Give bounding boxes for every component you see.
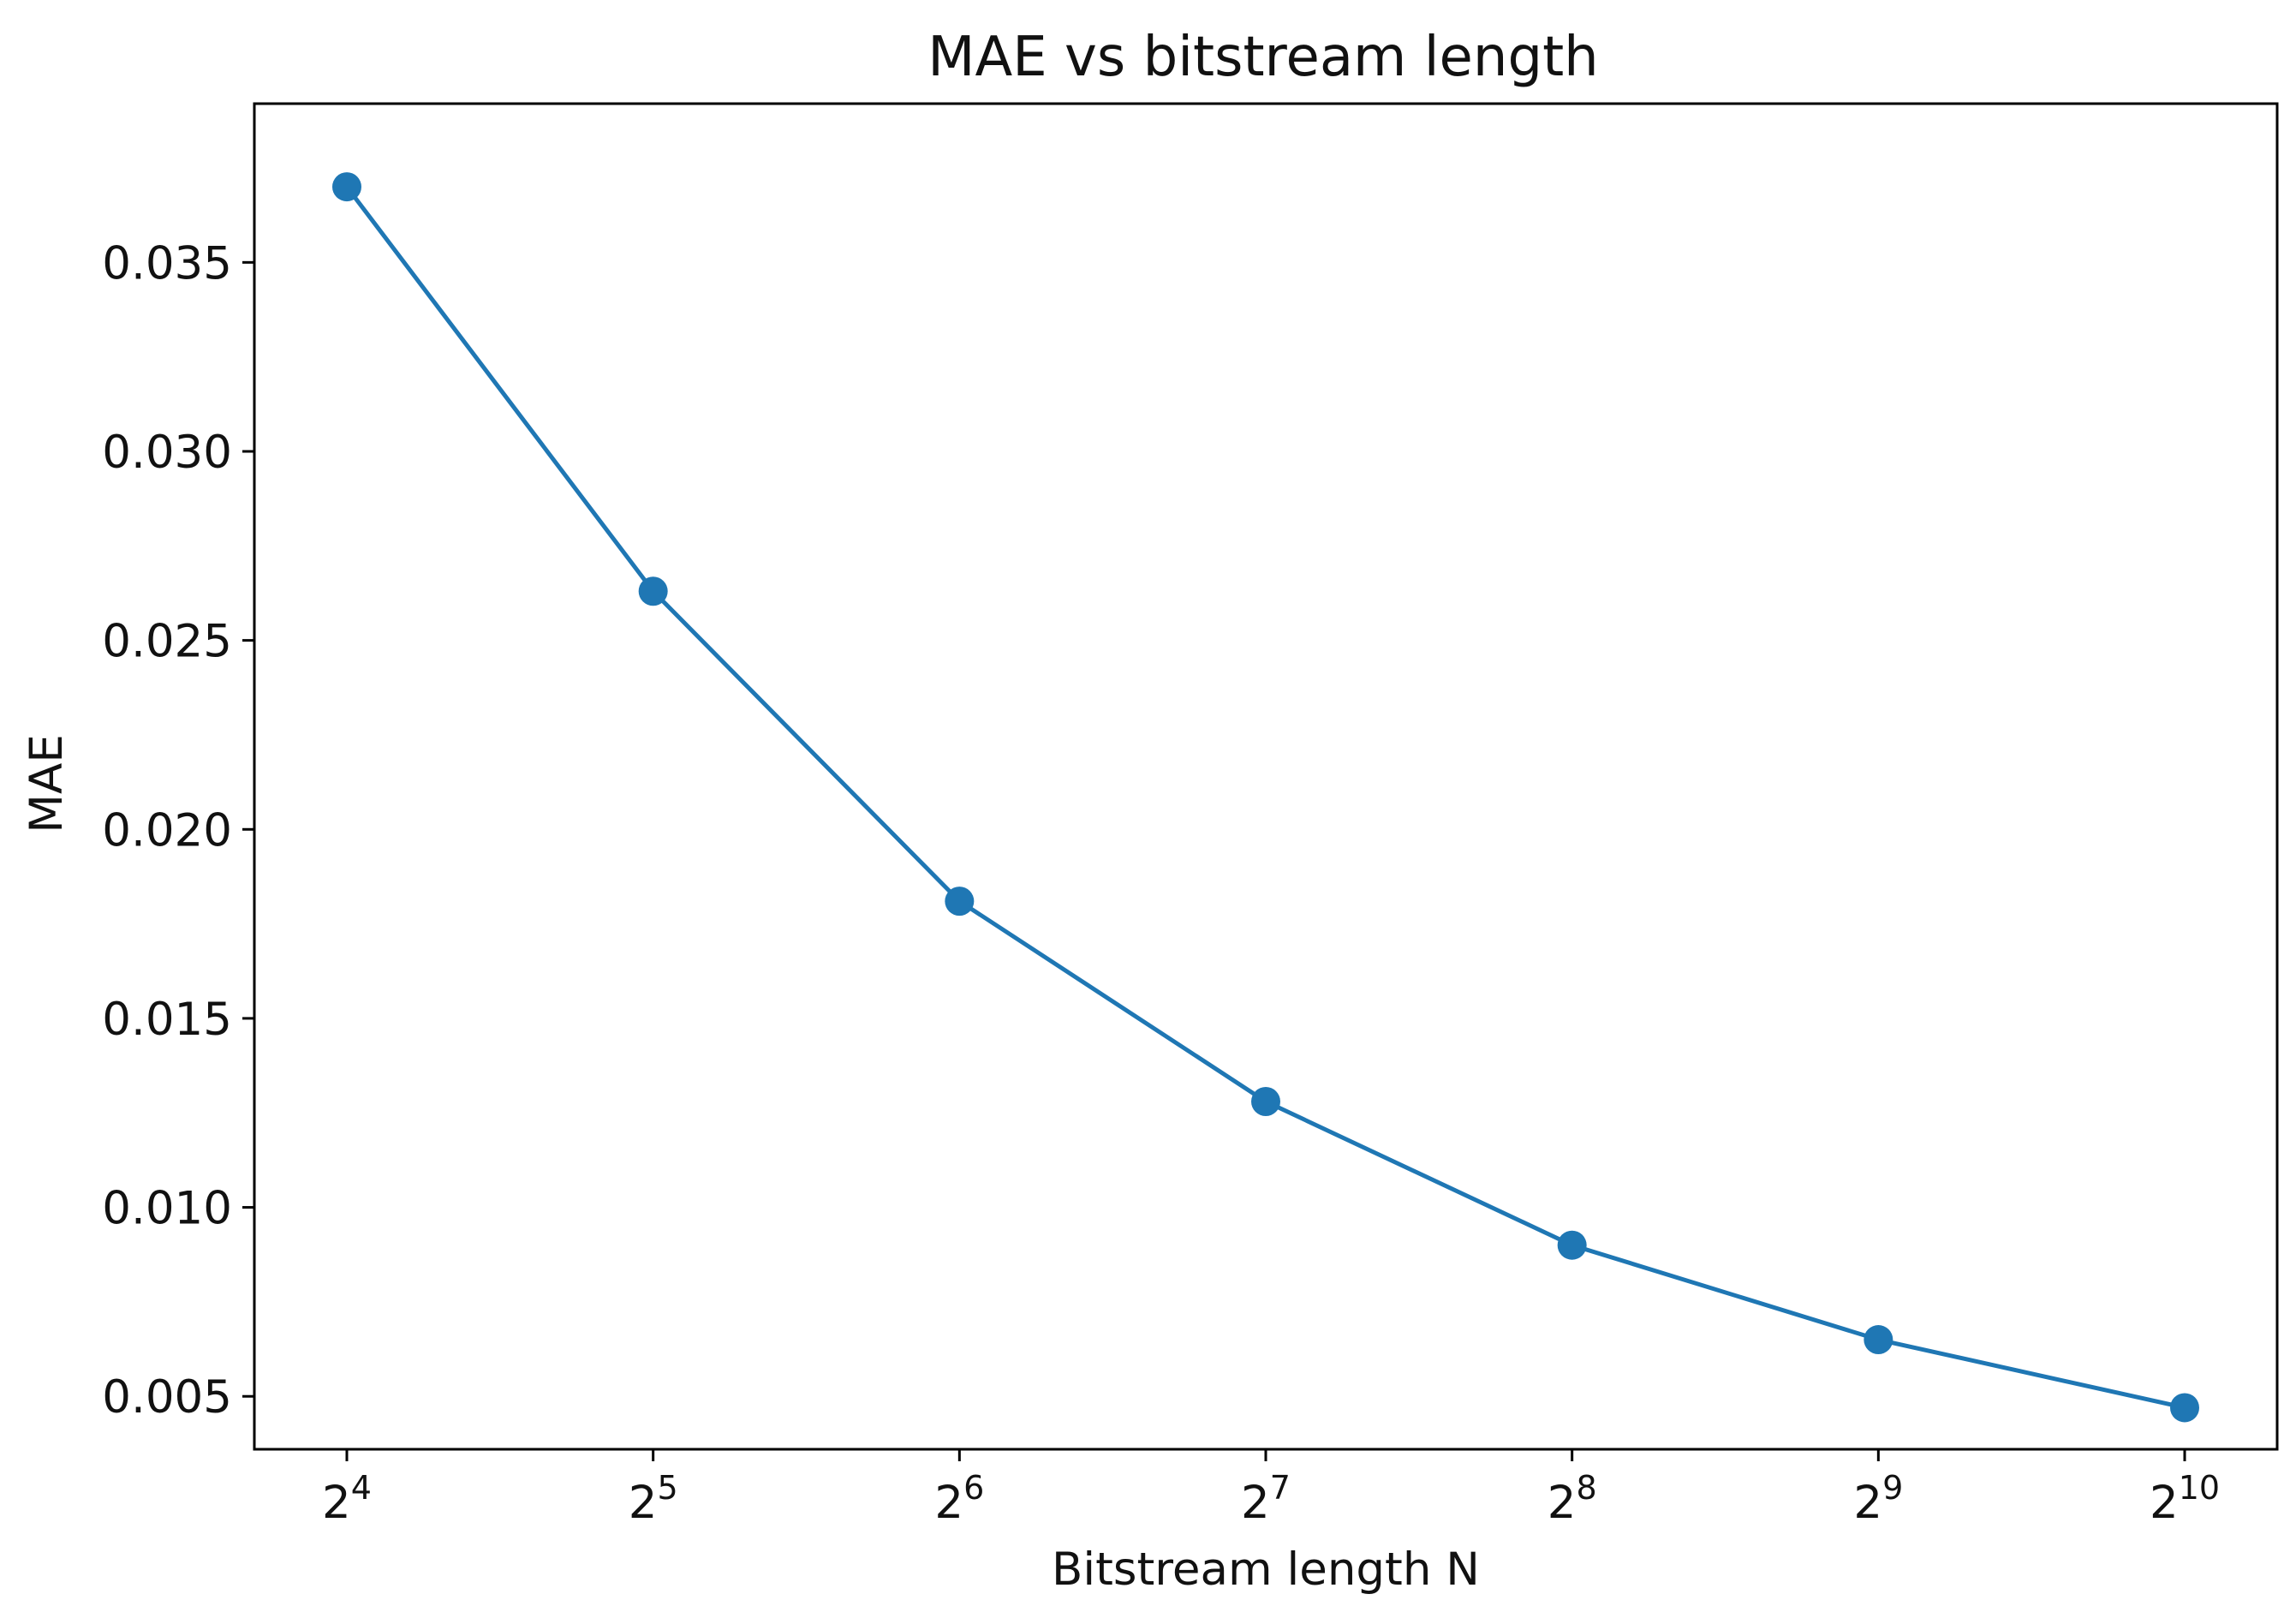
x-tick-label-exponent: 6 [963,1469,984,1507]
x-tick-label-exponent: 4 [351,1469,372,1507]
x-tick-label: 26 [934,1469,984,1529]
data-point [1251,1087,1280,1117]
y-axis: 0.005 0.010 0.015 0.020 0.025 0.030 0.035 [102,237,254,1424]
x-tick-label-exponent: 8 [1576,1469,1596,1507]
x-tick-label-exponent: 5 [657,1469,677,1507]
y-tick-label: 0.020 [102,804,232,857]
x-tick-label: 25 [629,1469,678,1529]
x-tick-label-base: 2 [1853,1477,1882,1529]
y-tick-label: 0.025 [102,616,232,668]
y-tick-label: 0.015 [102,994,232,1046]
x-tick-label-base: 2 [629,1477,658,1529]
x-tick-label-exponent: 9 [1882,1469,1903,1507]
y-tick-label: 0.035 [102,237,232,290]
x-tick-label: 29 [1853,1469,1903,1529]
y-tick-label: 0.010 [102,1183,232,1235]
y-tick-label: 0.030 [102,427,232,479]
series-mae [332,172,2199,1423]
x-tick-label: 28 [1548,1469,1597,1529]
x-tick-label-exponent: 7 [1270,1469,1291,1507]
x-tick-label-base: 2 [1548,1477,1577,1529]
x-tick-label-base: 2 [322,1477,351,1529]
x-tick-label-base: 2 [1241,1477,1270,1529]
x-tick-label: 27 [1241,1469,1291,1529]
data-point [2170,1393,2199,1423]
x-tick-label: 210 [2150,1469,2220,1529]
y-tick-label: 0.005 [102,1371,232,1424]
y-axis-label: MAE [21,734,73,833]
x-axis: 24 25 26 27 28 29 210 [322,1449,2220,1529]
x-tick-label-base: 2 [2150,1477,2179,1529]
data-point [945,887,975,916]
data-point [638,576,668,606]
x-tick-label: 24 [322,1469,372,1529]
x-tick-label-base: 2 [934,1477,963,1529]
data-point [332,172,361,202]
x-axis-label: Bitstream length N [1052,1543,1480,1596]
data-point [1864,1325,1893,1355]
chart-title: MAE vs bitstream length [927,26,1598,89]
data-point [1557,1230,1587,1260]
x-tick-label-exponent: 10 [2179,1469,2220,1507]
